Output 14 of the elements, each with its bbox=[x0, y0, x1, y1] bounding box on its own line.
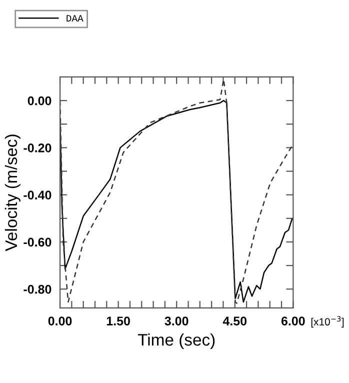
y-tick-label: 0.00 bbox=[28, 96, 52, 106]
y-tick-label: -0.80 bbox=[24, 284, 52, 294]
legend-label: DAA bbox=[66, 15, 84, 22]
x-axis-title: Time (sec) bbox=[138, 333, 215, 349]
text: [x10$^{−3}$] bbox=[311, 316, 344, 328]
x-tick-label: 6.00 bbox=[281, 316, 305, 326]
x-tick-label: 3.00 bbox=[164, 316, 188, 326]
y-tick-label: -0.60 bbox=[24, 238, 52, 247]
y-tick-label: -0.40 bbox=[24, 190, 52, 200]
y-axis-title: Velocity (m/sec) bbox=[4, 134, 20, 252]
y-tick-label: -0.20 bbox=[24, 143, 52, 152]
x-tick-label: 1.50 bbox=[106, 316, 130, 326]
x-tick-label: 0.00 bbox=[48, 316, 72, 326]
x-tick-label: 4.50 bbox=[222, 316, 247, 326]
